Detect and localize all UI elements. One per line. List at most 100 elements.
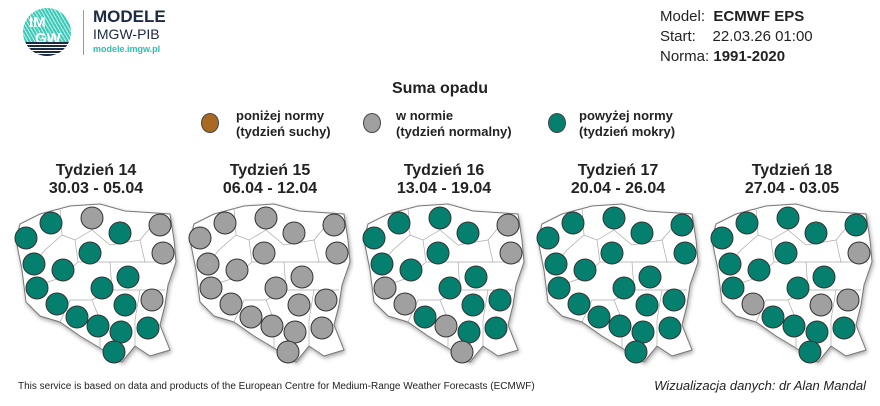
station-marker <box>782 314 806 338</box>
region-border <box>308 289 315 346</box>
station-marker <box>196 252 220 276</box>
week-title: Tydzień 18 <box>751 162 833 179</box>
station-marker <box>310 316 334 340</box>
station-marker <box>260 314 284 338</box>
station-marker <box>290 265 314 289</box>
logo-text-top: IM <box>29 14 46 31</box>
station-marker <box>148 213 172 237</box>
station-marker <box>662 288 686 312</box>
week-header: Tydzień 15 06.04 - 12.04 <box>183 162 357 198</box>
ecmwf-attribution: This service is based on data and produc… <box>18 381 535 392</box>
station-marker <box>373 276 397 300</box>
poland-map <box>536 203 699 364</box>
station-marker <box>496 213 520 237</box>
station-marker <box>325 241 349 265</box>
imgw-logo: IM GW <box>23 8 71 56</box>
station-marker <box>140 288 164 312</box>
legend-normal: w normie (tydzień normalny) <box>396 108 512 139</box>
station-marker <box>600 241 624 265</box>
norm-info: Norma: 1991-2020 <box>660 48 785 65</box>
start-info: Start: 22.03.26 01:00 <box>660 28 813 45</box>
station-marker <box>393 292 417 316</box>
station-marker <box>428 206 452 230</box>
station-marker <box>741 292 765 316</box>
station-marker <box>561 211 585 235</box>
station-marker <box>670 213 694 237</box>
brand-name: MODELE <box>93 7 166 26</box>
station-marker <box>225 258 249 282</box>
week-title: Tydzień 15 <box>229 162 311 179</box>
station-marker <box>457 320 481 344</box>
week-title: Tydzień 14 <box>55 162 137 179</box>
station-marker <box>721 276 745 300</box>
station-marker <box>109 320 133 344</box>
legend-above: powyżej normy (tydzień mokry) <box>579 108 676 139</box>
week-header: Tydzień 18 27.04 - 03.05 <box>705 162 879 198</box>
station-marker <box>362 226 386 250</box>
station-marker <box>488 288 512 312</box>
station-marker <box>484 316 508 340</box>
station-marker <box>673 241 697 265</box>
week-header: Tydzień 14 30.03 - 05.04 <box>9 162 183 198</box>
logo-divider <box>83 10 84 55</box>
station-marker <box>314 288 338 312</box>
station-marker <box>547 276 571 300</box>
station-marker <box>78 241 102 265</box>
poland-map <box>14 203 177 364</box>
station-marker <box>80 206 104 230</box>
station-marker <box>624 340 648 364</box>
station-marker <box>282 221 306 245</box>
station-marker <box>276 340 300 364</box>
brand-org: IMGW-PIB <box>93 26 160 42</box>
station-marker <box>464 265 488 289</box>
station-marker <box>39 211 63 235</box>
region-border <box>482 289 489 346</box>
station-marker <box>836 288 860 312</box>
station-marker <box>587 305 611 329</box>
week-dates: 20.04 - 26.04 <box>570 180 666 197</box>
station-marker <box>812 265 836 289</box>
week-header: Tydzień 16 13.04 - 19.04 <box>357 162 531 198</box>
station-marker <box>108 221 132 245</box>
station-marker <box>761 305 785 329</box>
station-marker <box>536 226 560 250</box>
station-marker <box>461 293 485 317</box>
station-marker <box>434 314 458 338</box>
station-marker <box>113 293 137 317</box>
station-marker <box>658 316 682 340</box>
model-label: Model: <box>660 8 706 25</box>
station-marker <box>499 241 523 265</box>
station-marker <box>630 221 654 245</box>
station-marker <box>65 305 89 329</box>
station-marker <box>638 265 662 289</box>
legend-below: poniżej normy (tydzień suchy) <box>236 108 331 139</box>
legend-dot-normal <box>363 113 381 133</box>
station-marker <box>136 316 160 340</box>
region-border <box>830 289 837 346</box>
start-value: 22.03.26 01:00 <box>712 28 813 45</box>
station-marker <box>438 276 462 300</box>
station-marker <box>283 320 307 344</box>
station-marker <box>832 316 856 340</box>
station-marker <box>544 252 568 276</box>
station-marker <box>116 265 140 289</box>
legend-dot-above <box>548 113 566 133</box>
station-marker <box>612 276 636 300</box>
station-marker <box>188 226 212 250</box>
station-marker <box>252 241 276 265</box>
station-marker <box>631 320 655 344</box>
station-marker <box>219 292 243 316</box>
station-marker <box>847 241 871 265</box>
station-marker <box>370 252 394 276</box>
week-title: Tydzień 16 <box>403 162 485 179</box>
station-marker <box>22 252 46 276</box>
station-marker <box>747 258 771 282</box>
station-marker <box>102 340 126 364</box>
region-border <box>134 289 141 346</box>
brand-url[interactable]: modele.imgw.pl <box>93 44 161 54</box>
station-marker <box>90 276 114 300</box>
station-marker <box>710 226 734 250</box>
station-marker <box>399 258 423 282</box>
week-dates: 30.03 - 05.04 <box>48 180 144 197</box>
